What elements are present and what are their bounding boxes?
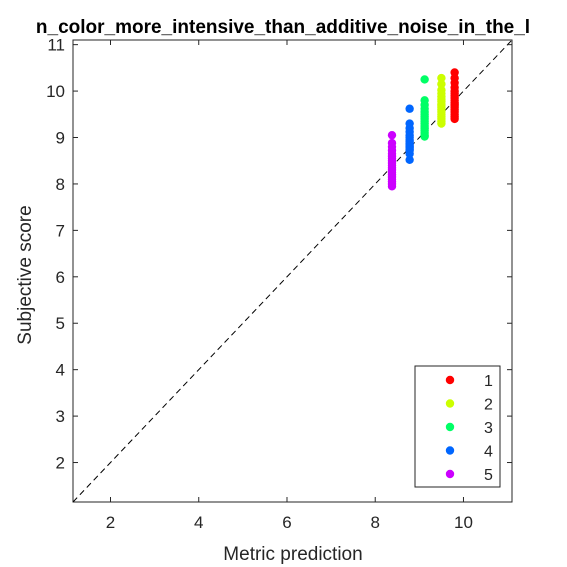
- y-tick-label: 11: [47, 36, 65, 55]
- data-points: [387, 68, 459, 191]
- legend-label: 4: [484, 444, 493, 461]
- chart-title: n_color_more_intensive_than_additive_noi…: [36, 17, 530, 38]
- y-tick-label: 2: [56, 454, 65, 473]
- x-axis-label: Metric prediction: [223, 544, 362, 565]
- data-point: [437, 79, 446, 89]
- x-tick-label: 8: [370, 513, 379, 532]
- legend-marker: [445, 422, 455, 432]
- axis-ticks: 2 4 6 8 10 2 3 4 5 6 7 8 9 10 11: [46, 36, 512, 532]
- data-point: [405, 104, 414, 113]
- y-tick-label: 6: [56, 268, 65, 287]
- data-point: [387, 182, 397, 191]
- y-axis-label: Subjective score: [15, 205, 36, 344]
- legend: 1 2 3 4 5: [414, 365, 501, 488]
- legend-marker: [445, 469, 455, 479]
- data-point: [405, 155, 414, 164]
- legend-label: 3: [484, 420, 493, 437]
- data-point: [450, 114, 459, 124]
- legend-marker: [445, 446, 455, 455]
- x-tick-label: 2: [106, 513, 115, 532]
- y-tick-label: 7: [56, 221, 65, 240]
- y-tick-label: 9: [56, 129, 65, 148]
- data-point: [437, 119, 446, 128]
- series-3: [420, 75, 429, 141]
- data-point: [437, 73, 446, 83]
- series-4: [405, 104, 414, 164]
- x-tick-label: 10: [454, 513, 473, 532]
- y-tick-label: 4: [56, 361, 65, 380]
- y-tick-label: 5: [56, 314, 65, 333]
- legend-marker: [445, 375, 455, 385]
- data-point: [420, 75, 429, 84]
- series-1: [450, 68, 459, 124]
- x-tick-label: 4: [194, 513, 203, 532]
- data-point: [420, 132, 429, 141]
- data-point: [405, 149, 414, 158]
- plot-area: 2 4 6 8 10 2 3 4 5 6 7 8 9 10 11: [46, 36, 513, 532]
- legend-box: [414, 365, 501, 488]
- legend-items: 1 2 3 4 5: [445, 373, 493, 484]
- data-point: [387, 130, 397, 140]
- legend-marker: [445, 399, 455, 408]
- y-tick-label: 8: [56, 175, 65, 194]
- axes-box: [72, 39, 513, 503]
- legend-label: 5: [484, 467, 493, 484]
- y-tick-label: 10: [46, 82, 65, 101]
- series-5: [387, 130, 397, 191]
- x-tick-label: 6: [282, 513, 291, 532]
- legend-label: 1: [484, 373, 493, 390]
- series-2: [437, 73, 446, 128]
- y-tick-label: 3: [56, 407, 65, 426]
- legend-label: 2: [484, 397, 493, 414]
